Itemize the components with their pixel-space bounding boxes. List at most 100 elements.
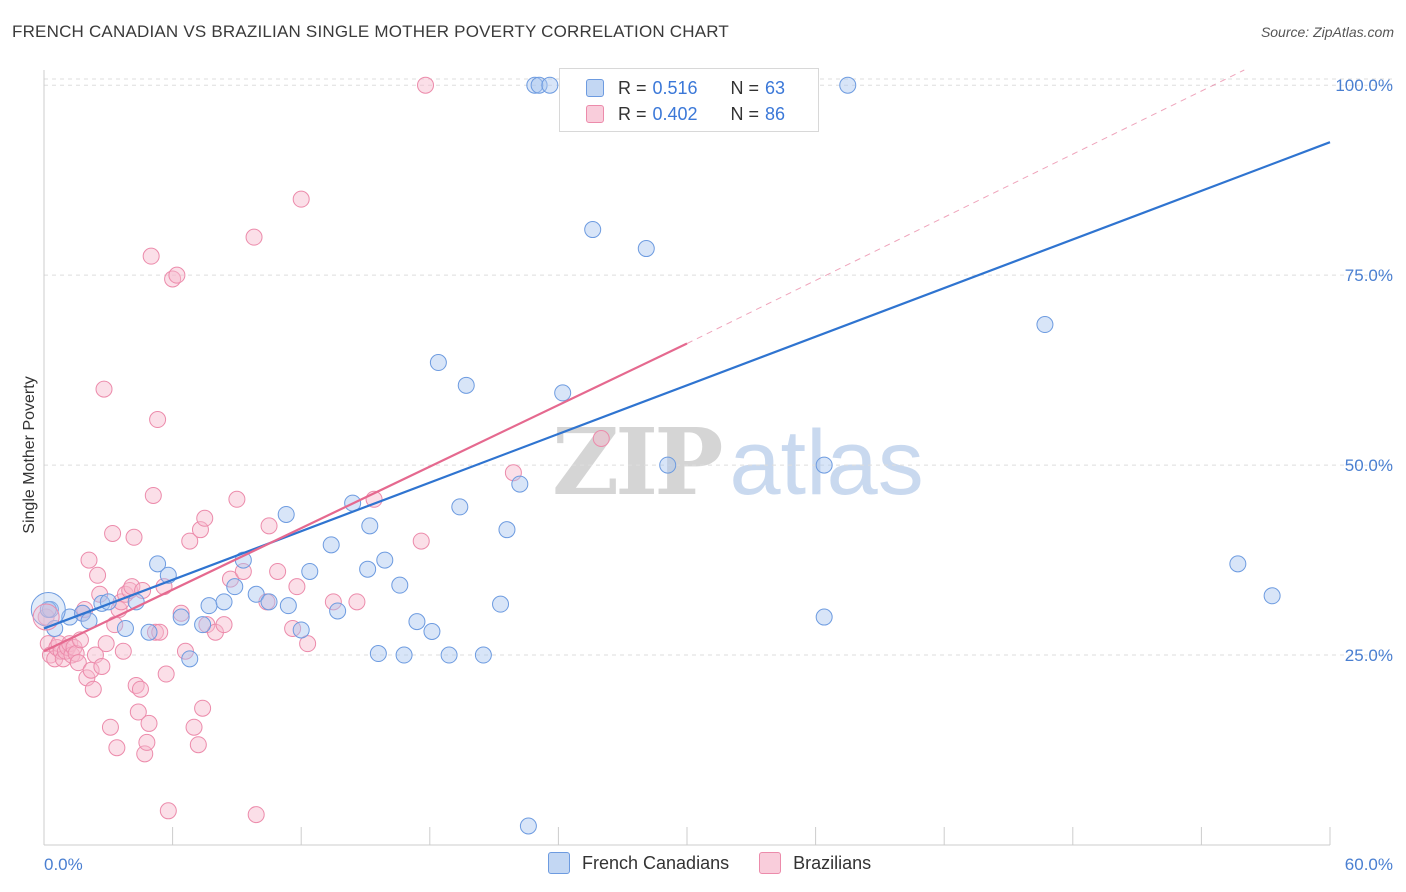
data-point-french-canadians [215, 593, 233, 611]
data-point-brazilians [104, 524, 122, 542]
data-point-french-canadians [541, 76, 559, 94]
data-point-brazilians [215, 616, 233, 634]
trendline-brazilians-extension [686, 69, 1245, 344]
data-point-french-canadians [395, 646, 413, 664]
data-point-french-canadians [637, 240, 655, 258]
data-point-french-canadians [359, 560, 377, 578]
legend-n-value: 86 [765, 103, 786, 124]
data-point-brazilians [269, 562, 287, 580]
legend-label-french-canadians: French Canadians [582, 852, 730, 873]
data-point-french-canadians [408, 613, 426, 631]
y-tick-label: 100.0% [1335, 76, 1393, 95]
data-point-brazilians [140, 714, 158, 732]
data-point-french-canadians [584, 221, 602, 239]
data-point-french-canadians [329, 602, 347, 620]
data-point-french-canadians [511, 475, 529, 493]
data-point-brazilians [95, 380, 113, 398]
data-point-brazilians [348, 593, 366, 611]
data-point-french-canadians [277, 505, 295, 523]
data-point-brazilians [228, 490, 246, 508]
data-point-brazilians [80, 551, 98, 569]
data-point-french-canadians [519, 817, 537, 835]
data-point-french-canadians [140, 623, 158, 641]
data-point-french-canadians [554, 384, 572, 402]
data-point-french-canadians [149, 555, 167, 573]
data-point-french-canadians [279, 597, 297, 615]
legend-row-brazilians: R = 0.402 N = 86 [586, 103, 785, 125]
data-point-french-canadians [440, 646, 458, 664]
data-point-brazilians [108, 739, 126, 757]
data-point-brazilians [93, 657, 111, 675]
data-point-brazilians [181, 532, 199, 550]
legend-r-label: R = [618, 103, 647, 124]
data-point-french-canadians [1263, 587, 1281, 605]
data-point-french-canadians [451, 498, 469, 516]
data-point-french-canadians [839, 76, 857, 94]
data-point-brazilians [417, 76, 435, 94]
legend-item-brazilians: Brazilians [759, 852, 871, 874]
y-tick-label: 75.0% [1345, 266, 1393, 285]
trendline-french-canadians [43, 141, 1331, 630]
legend-r-value: 0.516 [652, 77, 698, 98]
legend-n-value: 63 [765, 77, 786, 98]
y-tick-label: 50.0% [1345, 456, 1393, 475]
data-point-brazilians [191, 521, 209, 539]
trendline-brazilians [43, 342, 688, 653]
watermark-atlas: atlas [729, 412, 924, 514]
data-point-brazilians [194, 699, 212, 717]
data-point-french-canadians [492, 595, 510, 613]
data-point-french-canadians [172, 608, 190, 626]
data-point-brazilians [157, 665, 175, 683]
legend-item-french-canadians: French Canadians [548, 852, 729, 874]
data-point-french-canadians [423, 622, 441, 640]
watermark: ZIP atlas [552, 408, 924, 516]
data-point-french-canadians [322, 536, 340, 554]
legend-swatch-blue [548, 852, 570, 874]
data-point-brazilians [131, 680, 149, 698]
legend-label-brazilians: Brazilians [793, 852, 872, 873]
data-point-french-canadians [194, 616, 212, 634]
data-point-brazilians [245, 228, 263, 246]
y-tick-label: 25.0% [1345, 646, 1393, 665]
data-point-brazilians [592, 430, 610, 448]
source-label: Source: ZipAtlas.com [1260, 24, 1394, 40]
data-point-brazilians [172, 604, 190, 622]
legend-swatch-pink [759, 852, 782, 874]
legend-swatch-blue [586, 79, 604, 97]
data-point-french-canadians [200, 597, 218, 615]
data-point-brazilians [142, 247, 160, 265]
data-point-brazilians [149, 411, 167, 429]
data-point-brazilians [125, 528, 143, 546]
data-point-brazilians [189, 736, 207, 754]
data-point-french-canadians [1229, 555, 1247, 573]
data-point-french-canadians [526, 76, 544, 94]
data-point-brazilians [299, 635, 317, 653]
data-point-french-canadians [376, 551, 394, 569]
legend-swatch-pink [586, 105, 604, 123]
data-point-brazilians [284, 619, 302, 637]
chart-title: FRENCH CANADIAN VS BRAZILIAN SINGLE MOTH… [12, 22, 730, 41]
data-point-brazilians-large [32, 603, 60, 631]
data-point-brazilians [114, 642, 132, 660]
x-tick-label: 0.0% [44, 855, 83, 874]
data-point-brazilians [146, 623, 164, 641]
data-point-brazilians [144, 486, 162, 504]
data-point-french-canadians [260, 593, 278, 611]
data-point-french-canadians [301, 562, 319, 580]
data-point-brazilians [324, 593, 342, 611]
data-point-brazilians [138, 733, 156, 751]
data-point-brazilians [101, 718, 119, 736]
data-point-french-canadians [815, 608, 833, 626]
data-point-french-canadians [498, 521, 516, 539]
data-point-brazilians [247, 806, 265, 824]
data-point-french-canadians [474, 646, 492, 664]
data-point-brazilians [159, 802, 177, 820]
data-point-french-canadians [247, 585, 265, 603]
data-point-brazilians [260, 517, 278, 535]
data-point-french-canadians [369, 645, 387, 663]
data-point-french-canadians [659, 456, 677, 474]
data-point-brazilians [97, 635, 115, 653]
legend-r-value: 0.402 [652, 103, 698, 124]
data-point-brazilians [84, 680, 102, 698]
